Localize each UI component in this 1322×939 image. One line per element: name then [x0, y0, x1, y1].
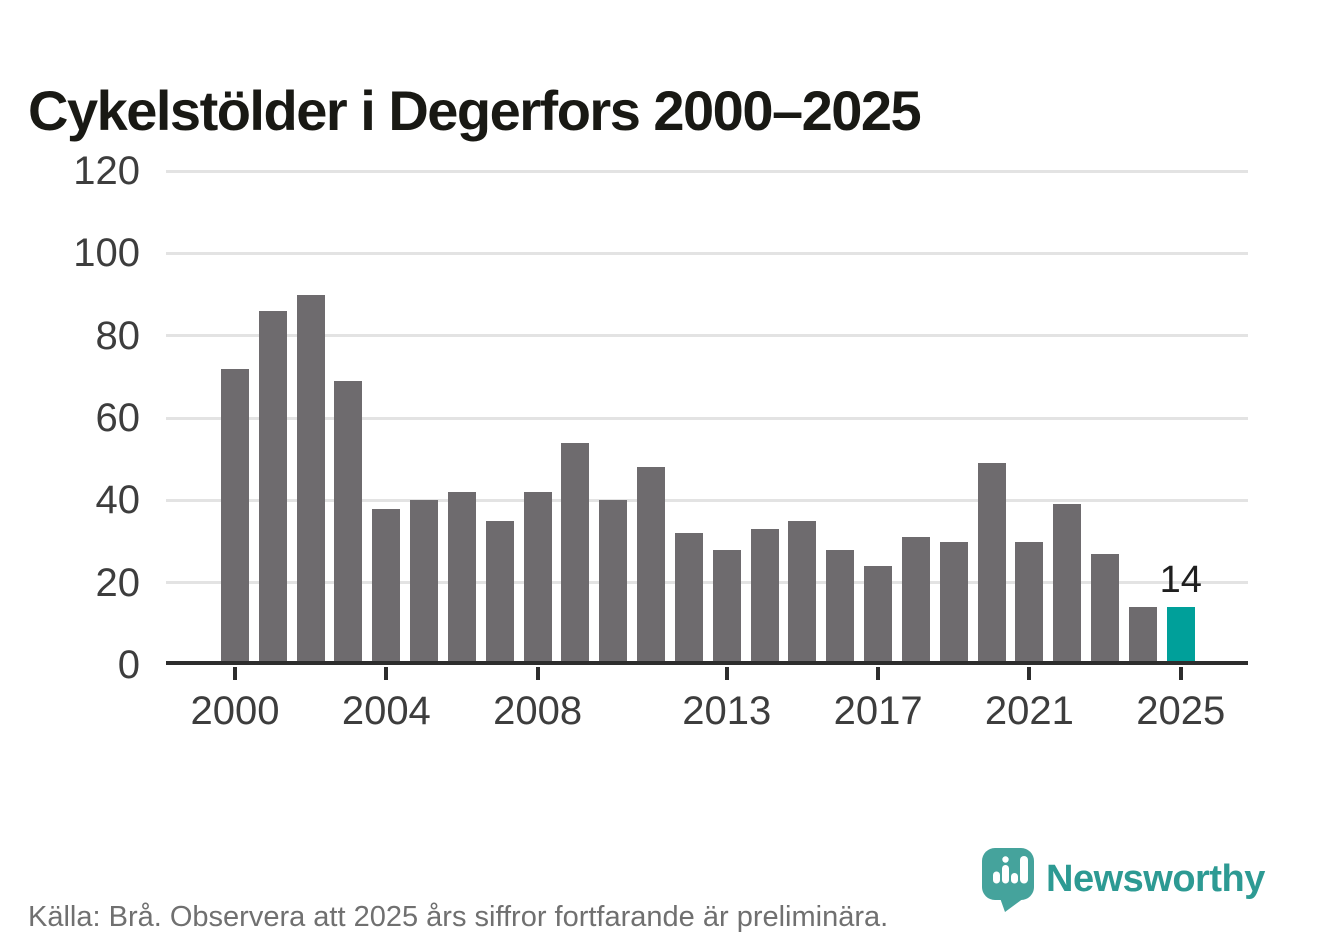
- y-tick-label-0: 0: [117, 643, 140, 687]
- bar-2020: [977, 463, 1006, 665]
- bar-2022: [1053, 504, 1082, 665]
- bar-2016: [826, 549, 855, 665]
- x-tick-2008: [535, 667, 540, 680]
- bar-2011: [637, 467, 666, 665]
- bar-2014: [750, 529, 779, 665]
- bar-2019: [939, 541, 968, 665]
- source-note: Källa: Brå. Observera att 2025 års siffr…: [28, 901, 889, 933]
- bar-2005: [410, 500, 439, 665]
- bar-2013: [712, 549, 741, 665]
- bar-2023: [1091, 553, 1120, 665]
- plot-area: 14: [166, 169, 1248, 665]
- x-axis: 2000 2004 2008 2013 2017 2021 2025: [0, 665, 1322, 745]
- bar-2018: [901, 537, 930, 665]
- x-axis-line: [166, 661, 1248, 665]
- gridline-60: [166, 416, 1248, 420]
- bar-2010: [599, 500, 628, 665]
- bar-2002: [296, 294, 325, 665]
- bar-2025: [1166, 607, 1195, 665]
- bar-2021: [1015, 541, 1044, 665]
- bar-2006: [447, 492, 476, 665]
- x-tick-label-2013: 2013: [682, 689, 772, 733]
- gridline-40: [166, 498, 1248, 502]
- bar-2004: [372, 508, 401, 665]
- y-tick-label-80: 80: [95, 313, 141, 358]
- bar-2003: [334, 380, 363, 665]
- y-tick-label-20: 20: [95, 560, 141, 605]
- chart-title: Cykelstölder i Degerfors 2000–2025: [28, 78, 922, 142]
- x-tick-2025: [1178, 667, 1183, 680]
- bar-chart: 0 20 40 60 80 100 120 14 2000 2004 2008 2013 2017 2…: [0, 151, 1322, 745]
- y-tick-label-60: 60: [95, 396, 141, 440]
- newsworthy-wordmark: Newsworthy: [1046, 858, 1265, 900]
- bar-2000: [221, 368, 249, 665]
- y-tick-label-120: 120: [73, 149, 140, 193]
- gridline-120: [166, 169, 1248, 173]
- newsworthy-logo: Newsworthy: [982, 846, 1302, 926]
- bar-2007: [485, 520, 514, 665]
- gridline-80: [166, 334, 1248, 338]
- x-tick-label-2004: 2004: [341, 689, 431, 733]
- x-tick-2004: [384, 667, 389, 680]
- x-tick-label-2017: 2017: [833, 689, 923, 733]
- x-tick-label-2025: 2025: [1136, 689, 1226, 733]
- gridline-20: [166, 581, 1248, 585]
- newsworthy-pin-barchart-icon: [982, 848, 1034, 912]
- x-tick-2017: [876, 667, 881, 680]
- y-tick-label-40: 40: [95, 478, 141, 523]
- x-tick-label-2000: 2000: [190, 689, 280, 733]
- value-annotation: 14: [1159, 559, 1202, 602]
- bar-2008: [523, 492, 552, 665]
- bar-2017: [864, 566, 893, 665]
- bar-2012: [674, 533, 703, 665]
- gridline-100: [166, 251, 1248, 255]
- x-tick-label-2021: 2021: [984, 689, 1074, 733]
- bar-2015: [788, 520, 817, 665]
- bar-2001: [258, 310, 287, 665]
- x-tick-2013: [724, 667, 729, 680]
- y-axis: 0 20 40 60 80 100 120: [30, 151, 141, 685]
- x-tick-2000: [233, 667, 237, 680]
- bar-2024: [1128, 607, 1157, 665]
- bar-2009: [561, 442, 590, 665]
- x-tick-label-2008: 2008: [493, 689, 583, 733]
- y-tick-label-100: 100: [73, 231, 140, 276]
- x-tick-2021: [1027, 667, 1032, 680]
